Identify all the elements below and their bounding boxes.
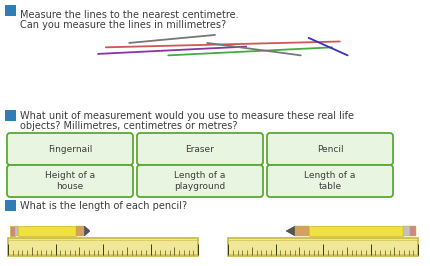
FancyBboxPatch shape	[137, 133, 263, 165]
Bar	[5, 110, 16, 121]
Bar	[5, 5, 16, 16]
Text: Fingernail: Fingernail	[48, 144, 92, 153]
FancyBboxPatch shape	[409, 226, 416, 236]
FancyBboxPatch shape	[76, 226, 84, 236]
Text: Measure the lines to the nearest centimetre.: Measure the lines to the nearest centime…	[20, 10, 239, 20]
FancyBboxPatch shape	[267, 165, 393, 197]
FancyBboxPatch shape	[7, 133, 133, 165]
FancyBboxPatch shape	[228, 238, 418, 256]
Text: What unit of measurement would you use to measure these real life: What unit of measurement would you use t…	[20, 111, 354, 121]
Text: Length of a
table: Length of a table	[304, 171, 356, 191]
FancyBboxPatch shape	[310, 226, 403, 236]
FancyBboxPatch shape	[137, 165, 263, 197]
Text: Eraser: Eraser	[186, 144, 215, 153]
Polygon shape	[84, 226, 90, 236]
FancyBboxPatch shape	[10, 226, 15, 236]
Text: What is the length of each pencil?: What is the length of each pencil?	[20, 201, 187, 211]
FancyBboxPatch shape	[18, 226, 76, 236]
Bar	[5, 200, 16, 211]
Polygon shape	[286, 226, 295, 236]
FancyBboxPatch shape	[295, 226, 310, 236]
Text: objects? Millimetres, centimetres or metres?: objects? Millimetres, centimetres or met…	[20, 121, 237, 131]
Text: Length of a
playground: Length of a playground	[174, 171, 226, 191]
Text: Height of a
house: Height of a house	[45, 171, 95, 191]
Text: Pencil: Pencil	[316, 144, 343, 153]
FancyBboxPatch shape	[403, 226, 409, 236]
FancyBboxPatch shape	[15, 226, 18, 236]
FancyBboxPatch shape	[8, 238, 198, 256]
FancyBboxPatch shape	[267, 133, 393, 165]
FancyBboxPatch shape	[7, 165, 133, 197]
Text: Can you measure the lines in millimetres?: Can you measure the lines in millimetres…	[20, 20, 226, 30]
